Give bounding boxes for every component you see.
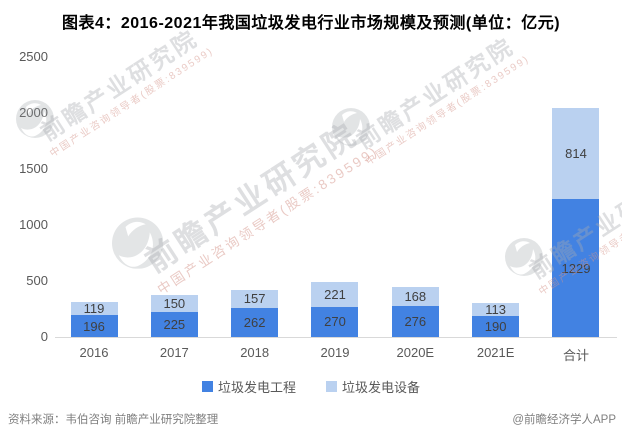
legend-item: 垃圾发电设备 [326, 377, 420, 396]
bar-segment: 157 [231, 290, 279, 308]
bar-value-label: 262 [243, 314, 266, 330]
bar-value-label: 1229 [561, 260, 591, 276]
legend-swatch-icon [326, 381, 337, 392]
y-tick-label: 2500 [19, 49, 48, 64]
y-tick-label: 500 [26, 273, 48, 288]
bar-value-label: 225 [163, 316, 186, 332]
watermark-subtext: 中国产业咨询领导者(股票:839599) [48, 45, 216, 160]
legend-label: 垃圾发电设备 [342, 380, 421, 395]
bar-value-label: 190 [484, 318, 507, 334]
bar-segment: 113 [472, 301, 520, 317]
bar-segment: 196 [70, 315, 118, 337]
x-axis-label: 合计 [562, 348, 589, 363]
bar-value-label: 814 [565, 146, 587, 162]
x-axis-label: 2018 [240, 345, 270, 360]
bar-segment: 270 [311, 306, 359, 337]
bar-value-label: 276 [404, 314, 427, 330]
x-axis-label: 2020E [396, 345, 435, 360]
x-axis-label: 2016 [79, 345, 109, 360]
bar-value-label: 168 [404, 289, 427, 305]
watermark-subtext: 中国产业咨询领导者(股票:839599) [364, 53, 532, 168]
x-axis-label: 2021E [476, 345, 515, 360]
legend: 垃圾发电工程 垃圾发电设备 [0, 377, 622, 396]
bar-segment: 225 [150, 311, 198, 337]
legend-label: 垃圾发电工程 [217, 380, 296, 395]
bar-value-label: 150 [163, 295, 186, 311]
y-tick-label: 2000 [19, 105, 48, 120]
bar-segment: 221 [311, 282, 359, 307]
legend-item: 垃圾发电工程 [201, 377, 296, 396]
x-axis-line [55, 337, 617, 338]
watermark-subtext: 中国产业咨询领导者(股票:839599) [155, 143, 382, 299]
watermark-logo-icon [332, 108, 370, 146]
x-axis-label: 2019 [320, 345, 350, 360]
bar-value-label: 270 [324, 314, 346, 330]
bar-segment: 119 [70, 300, 118, 316]
bar-value-label: 157 [243, 291, 266, 307]
bar-segment: 262 [231, 307, 279, 337]
bar-segment: 814 [552, 108, 600, 200]
bar-value-label: 196 [83, 318, 105, 334]
watermark-logo-icon [505, 238, 543, 276]
y-tick-label: 1000 [19, 217, 48, 232]
bar-value-label: 119 [83, 300, 105, 316]
y-tick-label: 1500 [19, 161, 48, 176]
bar-value-label: 221 [324, 286, 346, 302]
watermark-text: 前瞻产业研究院 [139, 115, 365, 280]
bar-segment: 150 [150, 295, 198, 312]
bar-segment: 1229 [552, 199, 600, 337]
watermark-text: 前瞻产业研究院 [352, 32, 519, 154]
x-axis-label: 2017 [159, 345, 189, 360]
bar-segment: 276 [391, 306, 439, 337]
bar-segment: 190 [472, 315, 520, 337]
y-tick-label: 0 [40, 329, 48, 344]
legend-swatch-icon [201, 381, 213, 392]
source-note: 资料来源：韦伯咨询 前瞻产业研究院整理 [8, 414, 219, 426]
bar-segment: 168 [391, 287, 439, 307]
watermark-text: 前瞻产业研究院 [36, 24, 203, 146]
credit-note: @前瞻经济学人APP [512, 414, 616, 426]
chart-title: 图表4：2016-2021年我国垃圾发电行业市场规模及预测(单位：亿元) [61, 15, 561, 32]
bar-value-label: 113 [485, 301, 506, 317]
watermark-logo-icon [112, 217, 164, 269]
